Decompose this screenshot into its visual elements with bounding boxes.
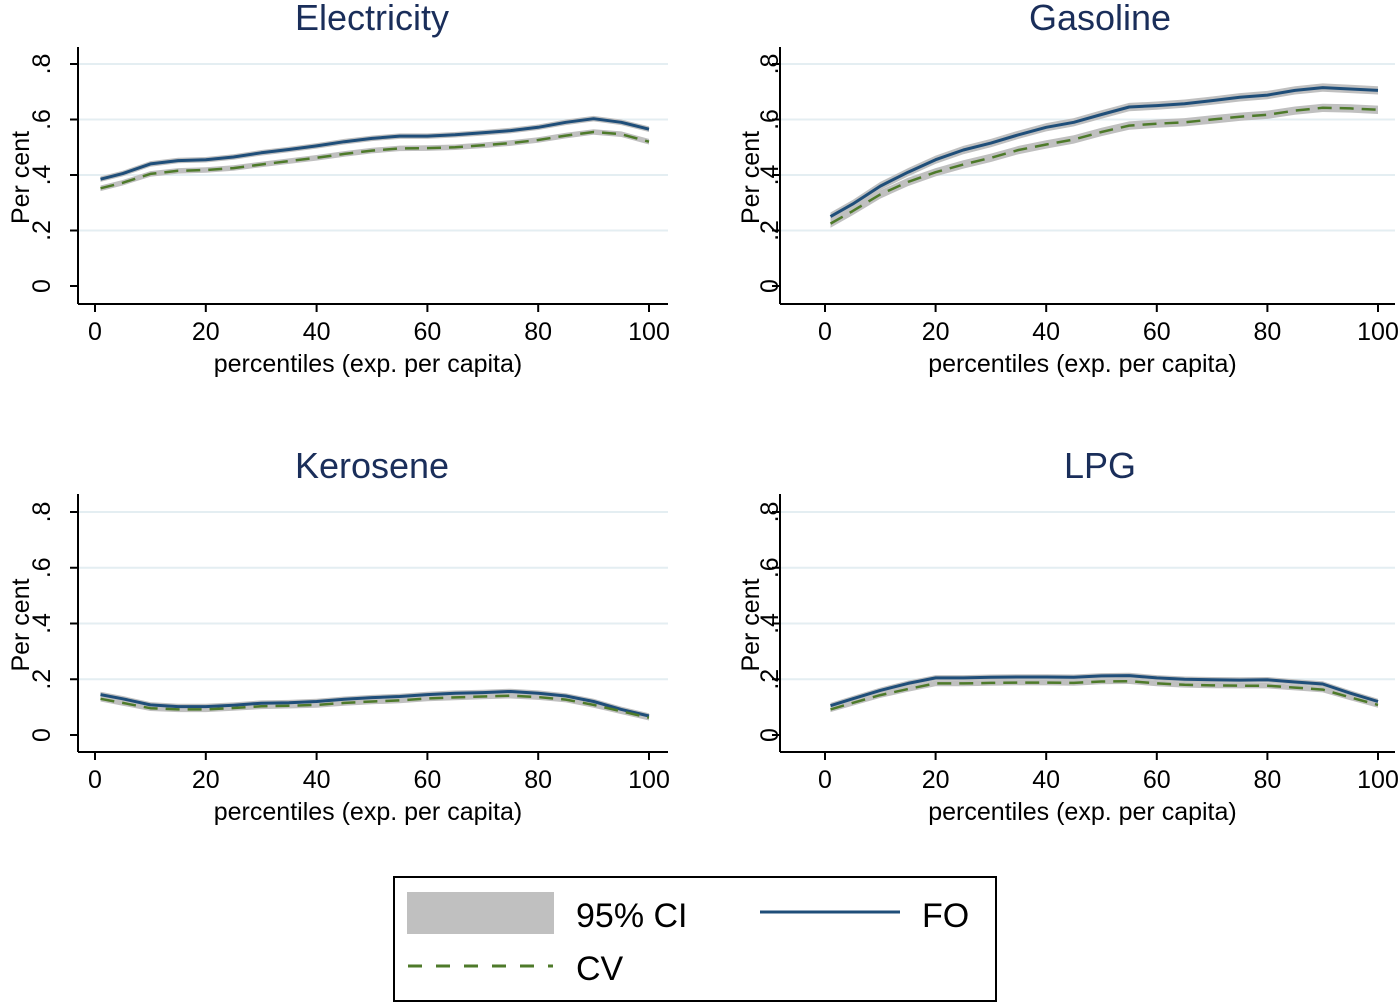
y-tick-label: .4	[756, 613, 784, 634]
legend-label-cv: CV	[576, 950, 624, 988]
y-tick-label: .8	[756, 502, 784, 523]
panel-title: Kerosene	[295, 445, 449, 486]
series-line-cv	[830, 679, 1379, 711]
y-tick-label: .8	[28, 502, 56, 523]
y-tick-label: 0	[756, 728, 784, 742]
y-tick-label: 0	[756, 279, 784, 293]
y-tick-label: .2	[28, 669, 56, 690]
x-tick-label: 40	[303, 318, 331, 346]
y-tick-label: .6	[28, 109, 56, 130]
y-axis-label: Per cent	[737, 578, 765, 671]
y-tick-label: .6	[756, 109, 784, 130]
y-tick-label: .8	[28, 54, 56, 75]
ci-band-fo	[830, 83, 1378, 221]
y-axis-label: Per cent	[737, 131, 765, 224]
ci-band-fo	[830, 672, 1378, 709]
panel-title: Electricity	[295, 0, 449, 38]
x-tick-label: 100	[1357, 766, 1399, 794]
series-line-fo	[100, 117, 650, 181]
x-tick-label: 60	[1143, 766, 1171, 794]
x-tick-label: 100	[628, 766, 670, 794]
ci-band-cv	[830, 103, 1378, 228]
x-tick-label: 40	[303, 766, 331, 794]
x-tick-label: 20	[922, 766, 950, 794]
y-tick-label: .8	[756, 54, 784, 75]
x-axis-label: percentiles (exp. per capita)	[214, 798, 522, 826]
y-tick-label: .6	[756, 557, 784, 578]
series-line-fo	[100, 690, 650, 718]
y-tick-label: .4	[28, 164, 56, 185]
panel-kerosene: Kerosene 0 .2 .4 .6 .8 0 20 40 60 80 100 percentiles…	[7, 445, 670, 826]
y-tick-label: .6	[28, 557, 56, 578]
ci-band-fo	[100, 688, 649, 719]
y-tick-label: .4	[756, 164, 784, 185]
x-tick-label: 100	[1357, 318, 1399, 346]
x-tick-label: 0	[88, 318, 102, 346]
x-axis-label: percentiles (exp. per capita)	[928, 350, 1236, 378]
panel-lpg: LPG 0 .2 .4 .6 .8 0 20 40 60 80 100 percentiles (exp…	[737, 445, 1399, 826]
ci-band-fo	[100, 115, 649, 182]
y-tick-label: .4	[28, 613, 56, 634]
series-line-fo	[830, 674, 1379, 708]
x-tick-label: 40	[1032, 766, 1060, 794]
x-axis-label: percentiles (exp. per capita)	[214, 350, 522, 378]
x-tick-label: 100	[628, 318, 670, 346]
legend-label-fo: FO	[922, 897, 969, 935]
x-tick-label: 0	[88, 766, 102, 794]
x-tick-label: 40	[1032, 318, 1060, 346]
y-tick-label: .2	[28, 220, 56, 241]
ci-band-cv	[100, 129, 649, 192]
panel-title: LPG	[1064, 445, 1136, 486]
x-tick-label: 20	[192, 318, 220, 346]
x-tick-label: 80	[1253, 766, 1281, 794]
series-line-cv	[100, 694, 650, 719]
x-tick-label: 20	[192, 766, 220, 794]
y-tick-label: 0	[28, 728, 56, 742]
legend-label-ci: 95% CI	[576, 897, 688, 935]
y-tick-label: .2	[756, 669, 784, 690]
x-tick-label: 60	[1143, 318, 1171, 346]
x-tick-label: 80	[524, 318, 552, 346]
series-line-cv	[100, 130, 650, 190]
x-tick-label: 0	[818, 766, 832, 794]
x-axis-label: percentiles (exp. per capita)	[928, 798, 1236, 826]
x-tick-label: 80	[1253, 318, 1281, 346]
x-tick-label: 20	[922, 318, 950, 346]
x-tick-label: 80	[524, 766, 552, 794]
legend: 95% CI FO CV	[393, 876, 997, 1002]
x-tick-label: 60	[413, 318, 441, 346]
y-axis-label: Per cent	[7, 131, 35, 224]
y-axis-label: Per cent	[7, 578, 35, 671]
series-line-cv	[829, 106, 1379, 225]
y-tick-label: 0	[28, 279, 56, 293]
ci-band-cv	[830, 678, 1378, 713]
panel-gasoline: Gasoline 0 .2 .4 .6 .8 0 20 40 60 80 100 percentiles…	[737, 0, 1399, 378]
x-tick-label: 60	[413, 766, 441, 794]
series-line-fo	[829, 86, 1379, 218]
panel-electricity: Electricity 0 .2 .4 .6 .8 0 20 40 60 80 100 percenti…	[7, 0, 670, 378]
legend-swatch-ci	[407, 892, 554, 934]
x-tick-label: 0	[818, 318, 832, 346]
y-tick-label: .2	[756, 220, 784, 241]
panel-title: Gasoline	[1029, 0, 1171, 38]
